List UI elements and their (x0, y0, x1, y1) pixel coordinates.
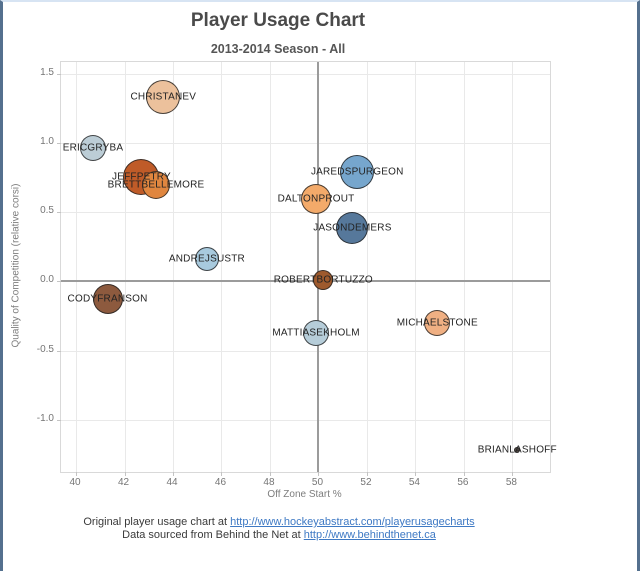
y-axis-title: Quality of Competition (relative corsi) (10, 183, 22, 348)
footer-attribution: Original player usage chart at http://ww… (3, 516, 555, 542)
player-label-codyfranson: CODYFRANSON (67, 293, 148, 305)
x-axis-title: Off Zone Start % (267, 489, 342, 500)
y-tick-label: -1.0 (36, 412, 54, 424)
player-label-robertbortuzzo: ROBERTBORTUZZO (273, 274, 373, 286)
y-gridline (61, 350, 550, 352)
player-label-christanev: CHRISTANEV (130, 91, 197, 102)
x-gridline (463, 62, 465, 472)
behindthenet-link[interactable]: http://www.behindthenet.ca (303, 529, 436, 541)
y-tick-label: 0.5 (40, 205, 54, 217)
x50-reference-line (317, 62, 320, 472)
x-tick-label: 48 (263, 477, 275, 488)
player-bubble-ericgryba[interactable] (80, 134, 106, 161)
x-tick-label: 54 (408, 477, 420, 488)
x-tick-label: 50 (311, 477, 324, 488)
x-gridline (76, 62, 78, 472)
hockeyabstract-link[interactable]: http://www.hockeyabstract.com/playerusag… (230, 516, 475, 528)
page-title: Player Usage Chart (190, 10, 366, 31)
player-label-jasondemers: JASONDEMERS (313, 222, 392, 234)
y-tick-mark (57, 419, 61, 421)
x-tick-mark (173, 472, 174, 476)
player-bubble-daltonprout[interactable] (301, 183, 332, 214)
y-tick-mark (57, 143, 61, 145)
player-bubble-robertbortuzzo[interactable] (313, 270, 334, 291)
footer-line1-text: Original player usage chart at (83, 516, 231, 528)
x-tick-label: 56 (457, 477, 469, 488)
x-tick-mark (415, 472, 417, 476)
x-tick-mark (221, 472, 223, 476)
player-bubble-christanev[interactable] (146, 79, 181, 114)
x-tick-mark (318, 472, 320, 476)
x-tick-label: 46 (214, 477, 227, 488)
y-tick-label: 0.0 (40, 274, 54, 286)
player-label-brianlashoff: BRIANLASHOFF (477, 444, 557, 456)
footer-line-2: Data sourced from Behind the Net at http… (3, 529, 555, 542)
x-tick-label: 44 (166, 477, 178, 488)
x-gridline (512, 62, 514, 472)
player-bubble-andrejsustr[interactable] (194, 247, 219, 272)
y-tick-label: 1.0 (40, 136, 54, 148)
player-bubble-brettbellemore[interactable] (142, 170, 171, 199)
x-tick-label: 52 (360, 477, 372, 488)
player-label-mattiasekholm: MATTIASEKHOLM (272, 327, 360, 339)
x-gridline (366, 62, 368, 472)
x-tick-mark (124, 472, 126, 476)
x-tick-label: 42 (117, 477, 130, 488)
y-tick-label: -0.5 (36, 343, 54, 355)
x-tick-mark (269, 472, 271, 476)
y-tick-label: 1.5 (40, 67, 54, 79)
y0-reference-line (61, 280, 550, 283)
player-bubble-brianlashoff[interactable] (514, 446, 521, 453)
footer-line-1: Original player usage chart at http://ww… (3, 516, 555, 529)
x-tick-mark (366, 472, 368, 476)
x-gridline (221, 62, 223, 472)
x-tick-label: 40 (69, 477, 81, 488)
y-tick-mark (57, 350, 61, 352)
x-gridline (415, 62, 417, 472)
x-tick-mark (76, 472, 78, 476)
player-label-michaelstone: MICHAELSTONE (396, 317, 478, 329)
x-tick-label: 58 (505, 477, 517, 488)
scatter-plot-area: CHRISTANEV ERICGRYBA JEFFPETRY BRETTBELLEMO… (57, 61, 557, 476)
y-tick-mark (57, 212, 61, 214)
player-label-andrejsustr: ANDREJSUSTR (168, 253, 245, 265)
player-bubble-jaredspurgeon[interactable] (340, 155, 375, 190)
y-gridline (61, 74, 550, 76)
y-gridline (61, 419, 550, 421)
player-label-jaredspurgeon: JAREDSPURGEON (310, 166, 404, 178)
player-bubble-michaelstone[interactable] (424, 309, 451, 336)
player-bubble-mattiasekholm[interactable] (303, 319, 330, 346)
x-gridline (173, 62, 174, 472)
y-tick-mark (57, 281, 61, 283)
player-label-jeffpetry: JEFFPETRY (112, 171, 171, 183)
player-label-daltonprout: DALTONPROUT (277, 193, 355, 205)
x-gridline (124, 62, 126, 472)
player-bubble-codyfranson[interactable] (92, 284, 123, 315)
x-gridline (269, 62, 271, 472)
player-bubble-jasondemers[interactable] (336, 211, 369, 244)
x-tick-mark (512, 472, 514, 476)
y-tick-mark (57, 74, 61, 76)
y-gridline (61, 212, 550, 214)
x-tick-mark (463, 472, 465, 476)
footer-line2-text: Data sourced from Behind the Net at (122, 529, 304, 541)
page-subtitle: 2013-2014 Season - All (210, 42, 346, 56)
player-label-brettbellemore: BRETTBELLEMORE (107, 179, 205, 191)
y-gridline (61, 143, 550, 145)
player-label-ericgryba: ERICGRYBA (62, 142, 124, 154)
